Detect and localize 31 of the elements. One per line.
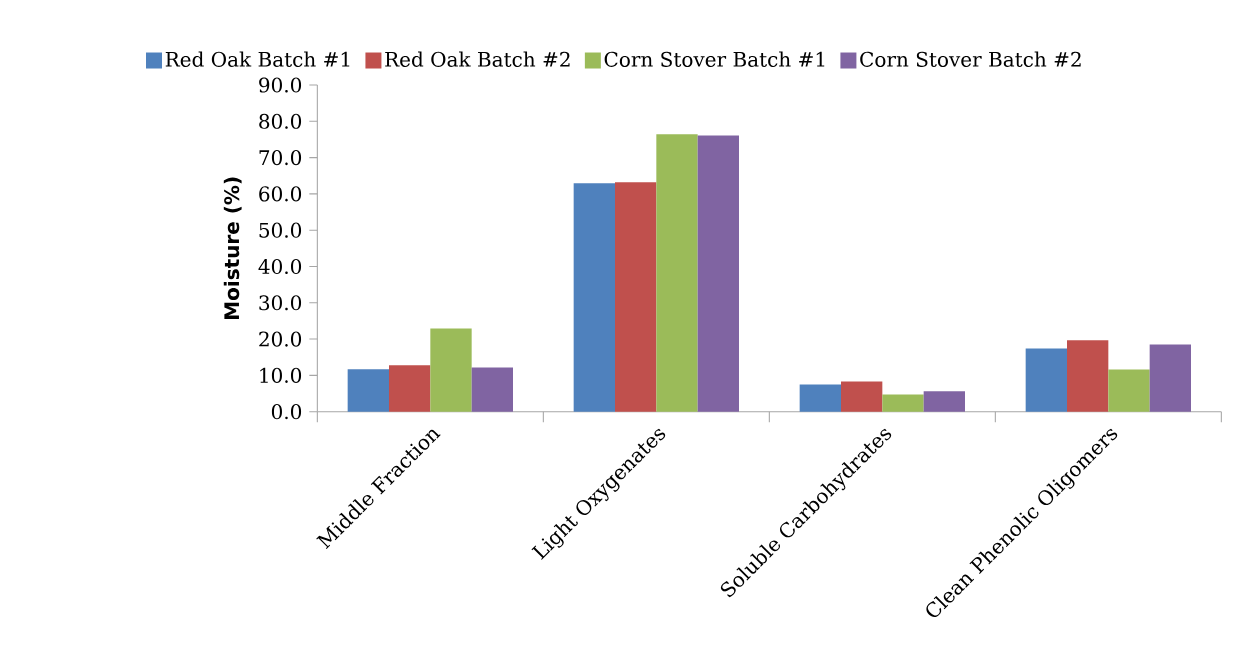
bar bbox=[656, 134, 698, 412]
bar bbox=[347, 369, 389, 412]
bar bbox=[1108, 369, 1150, 412]
y-tick-label: 10.0 bbox=[260, 367, 302, 383]
bar bbox=[615, 182, 657, 412]
y-tick-label: 40.0 bbox=[258, 258, 302, 275]
bar bbox=[882, 394, 924, 412]
bar bbox=[841, 381, 883, 412]
y-tick-label: 0.0 bbox=[271, 404, 302, 420]
y-tick-label: 80.0 bbox=[259, 113, 302, 129]
legend-label: Corn Stover Batch #2 bbox=[860, 51, 1081, 67]
y-axis-title: Moisture (%) bbox=[223, 177, 242, 319]
bar bbox=[799, 384, 841, 412]
bar bbox=[471, 367, 513, 412]
bar bbox=[1067, 340, 1109, 412]
bar bbox=[1149, 344, 1191, 412]
bar bbox=[573, 183, 615, 412]
bar bbox=[430, 328, 472, 412]
y-tick-label: 90.0 bbox=[259, 77, 302, 93]
bar bbox=[697, 135, 739, 412]
bar bbox=[923, 391, 965, 412]
y-tick-label: 20.0 bbox=[259, 331, 302, 347]
y-tick-label: 30.0 bbox=[259, 295, 302, 311]
bar bbox=[1025, 348, 1067, 412]
y-tick-label: 60.0 bbox=[259, 186, 302, 202]
y-tick-label: 50.0 bbox=[259, 222, 302, 238]
bar bbox=[389, 365, 431, 412]
legend-label: Red Oak Batch #1 bbox=[165, 51, 350, 67]
legend-label: Red Oak Batch #2 bbox=[385, 51, 570, 67]
y-tick-label: 70.0 bbox=[259, 150, 302, 166]
legend-label: Corn Stover Batch #1 bbox=[604, 51, 825, 67]
